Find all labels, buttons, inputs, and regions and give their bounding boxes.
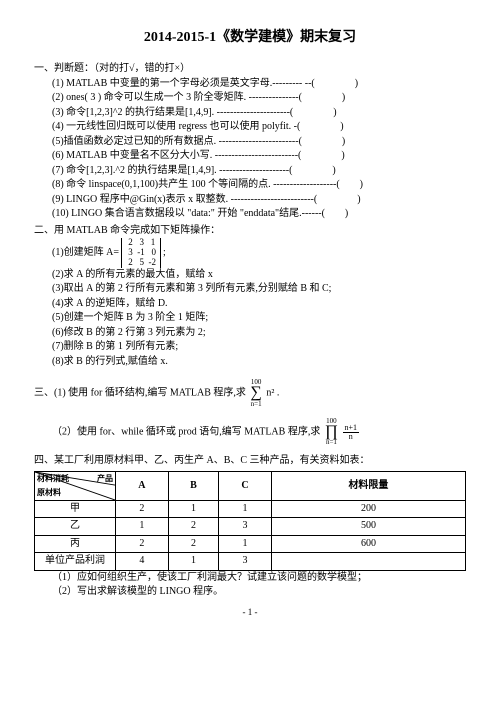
prod-lower: n=1: [326, 439, 337, 446]
col-C: C: [219, 471, 272, 500]
judgment-8: (8) 命令 linspace(0,1,100)共产生 100 个等间隔的点. …: [34, 178, 466, 193]
cell: 1: [168, 553, 218, 571]
cell: 3: [219, 518, 272, 536]
section3-1: 三、(1) 使用 for 循环结构,编写 MATLAB 程序,求 100 ∑ n…: [34, 379, 466, 407]
materials-table: 原材料 产品 材料消耗 A B C 材料限量 甲 2 1 1 200 乙 1 2…: [34, 471, 466, 571]
cell: [271, 553, 465, 571]
sum-post: .: [277, 388, 280, 399]
cell: 600: [271, 535, 465, 553]
diag-left-label: 原材料: [37, 487, 61, 499]
cell: 1: [219, 535, 272, 553]
sum-lower: n=1: [251, 401, 262, 408]
cell: 2: [116, 535, 169, 553]
judgment-5: (5)插值函数必定过已知的所有数据点. --------------------…: [34, 135, 466, 150]
section1-heading: 一、判断题：（对的打√，错的打×）: [34, 62, 466, 77]
judgment-1: (1) MATLAB 中变量的第一个字母必须是英文字母.--------- --…: [34, 77, 466, 92]
table-row: 丙 2 2 1 600: [35, 535, 466, 553]
row-label: 甲: [35, 500, 116, 518]
cell: 4: [116, 553, 169, 571]
matrix-create: (1)创建矩阵 A= 2 3 1 3 -1 0 2 5 -2 ;: [34, 238, 466, 268]
section3-2: （2）使用 for、while 循环或 prod 语句,编写 MATLAB 程序…: [34, 418, 466, 446]
row-label: 丙: [35, 535, 116, 553]
cell: 1: [168, 500, 218, 518]
q4-sub1: （1）应如何组织生产，使该工厂利润最大？试建立该问题的数学模型；: [34, 571, 466, 586]
q4-sub2: （2）写出求解该模型的 LINGO 程序。: [34, 585, 466, 600]
table-header-row: 原材料 产品 材料消耗 A B C 材料限量: [35, 471, 466, 500]
cell: 500: [271, 518, 465, 536]
cell: 3: [219, 553, 272, 571]
mop-3: (3)取出 A 的第 2 行所有元素和第 3 列所有元素,分别赋给 B 和 C;: [34, 282, 466, 297]
judgment-6: (6) MATLAB 中变量名不区分大小写. -----------------…: [34, 149, 466, 164]
diag-mid-label: 材料消耗: [37, 473, 69, 485]
row-label: 单位产品利润: [35, 553, 116, 571]
sum-notation: 100 ∑ n=1: [250, 379, 261, 407]
cell: 1: [219, 500, 272, 518]
cell: 200: [271, 500, 465, 518]
fraction: n+1 n: [343, 424, 360, 441]
mop-6: (6)修改 B 的第 2 行第 3 列元素为 2;: [34, 326, 466, 341]
cell: 2: [168, 535, 218, 553]
judgment-3: (3) 命令[1,2,3]^2 的执行结果是[1,4,9]. ---------…: [34, 106, 466, 121]
col-A: A: [116, 471, 169, 500]
cell: 1: [116, 518, 169, 536]
prod-notation: 100 ∏ n=1: [325, 418, 338, 446]
s3-1-text: 三、(1) 使用 for 循环结构,编写 MATLAB 程序,求: [34, 388, 246, 399]
page: 2014-2015-1《数学建模》期末复习 一、判断题：（对的打√，错的打×） …: [0, 0, 500, 629]
s3-2-text: （2）使用 for、while 循环或 prod 语句,编写 MATLAB 程序…: [52, 426, 320, 437]
matrix-label-post: ;: [163, 246, 166, 261]
diag-right-label: 产品: [97, 473, 113, 485]
section4-intro: 四、某工厂利用原材料甲、乙、丙生产 A、B、C 三种产品，有关资料如表：: [34, 454, 466, 469]
frac-den: n: [347, 433, 355, 441]
judgment-9: (9) LINGO 程序中@Gin(x)表示 x 取整数. ----------…: [34, 193, 466, 208]
mop-5: (5)创建一个矩阵 B 为 3 阶全 1 矩阵;: [34, 311, 466, 326]
diag-header: 原材料 产品 材料消耗: [35, 471, 116, 500]
table-row: 乙 1 2 3 500: [35, 518, 466, 536]
judgment-2: (2) ones( 3 ) 命令可以生成一个 3 阶全零矩阵. --------…: [34, 91, 466, 106]
col-B: B: [168, 471, 218, 500]
mop-8: (8)求 B 的行列式,赋值给 x.: [34, 355, 466, 370]
matrix-A: 2 3 1 3 -1 0 2 5 -2: [121, 238, 161, 268]
mop-2: (2)求 A 的所有元素的最大值，赋给 x: [34, 268, 466, 283]
row-label: 乙: [35, 518, 116, 536]
table-row: 单位产品利润 4 1 3: [35, 553, 466, 571]
pi-icon: ∏: [325, 425, 338, 439]
matrix-row-3: 2 5 -2: [126, 258, 156, 268]
cell: 2: [116, 500, 169, 518]
mop-7: (7)删除 B 的第 1 列所有元素;: [34, 340, 466, 355]
section2-heading: 二、用 MATLAB 命令完成如下矩阵操作：: [34, 224, 466, 239]
col-limit: 材料限量: [271, 471, 465, 500]
doc-title: 2014-2015-1《数学建模》期末复习: [34, 28, 466, 48]
page-number: - 1 -: [34, 606, 466, 619]
cell: 2: [168, 518, 218, 536]
matrix-label-pre: (1)创建矩阵 A=: [52, 246, 119, 261]
sum-term: n²: [266, 388, 274, 399]
judgment-10: (10) LINGO 集合语言数据段以 "data:" 开始 "enddata"…: [34, 207, 466, 222]
judgment-7: (7) 命令[1,2,3].^2 的执行结果是[1,4,9]. --------…: [34, 164, 466, 179]
sigma-icon: ∑: [250, 386, 261, 400]
mop-4: (4)求 A 的逆矩阵，赋给 D.: [34, 297, 466, 312]
judgment-4: (4) 一元线性回归既可以使用 regress 也可以使用 polyfit. -…: [34, 120, 466, 135]
table-row: 甲 2 1 1 200: [35, 500, 466, 518]
